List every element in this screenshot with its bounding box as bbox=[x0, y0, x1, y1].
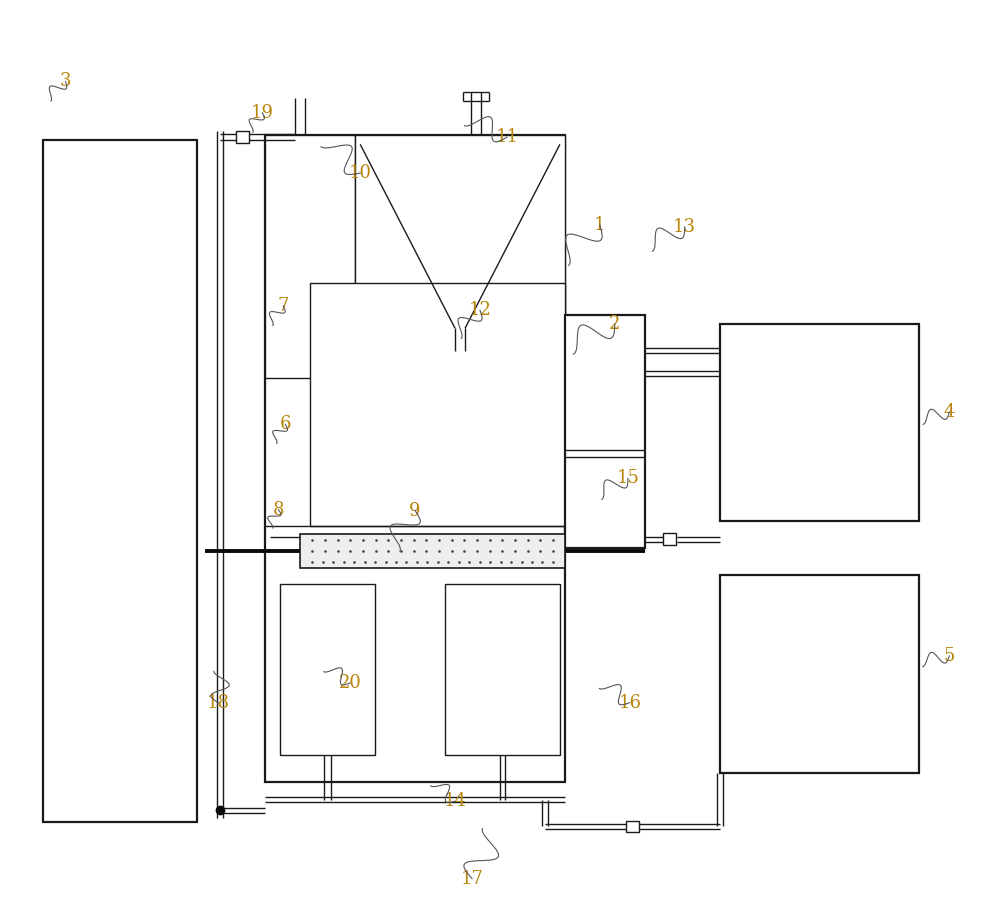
Text: 4: 4 bbox=[944, 403, 955, 421]
Text: 8: 8 bbox=[273, 501, 284, 519]
Bar bbox=[280, 584, 375, 754]
Text: 11: 11 bbox=[495, 129, 518, 147]
Bar bbox=[663, 533, 676, 545]
Text: 15: 15 bbox=[616, 469, 639, 487]
Text: 16: 16 bbox=[618, 694, 641, 712]
Text: 14: 14 bbox=[444, 792, 466, 810]
Text: 19: 19 bbox=[251, 104, 274, 122]
Text: 2: 2 bbox=[609, 315, 621, 333]
Bar bbox=[720, 575, 919, 772]
Text: 1: 1 bbox=[594, 216, 606, 234]
Text: 18: 18 bbox=[207, 694, 230, 712]
Bar bbox=[355, 136, 565, 378]
Bar bbox=[565, 315, 645, 548]
Bar bbox=[43, 140, 197, 822]
Bar bbox=[265, 136, 355, 378]
Text: 9: 9 bbox=[409, 502, 421, 520]
Bar bbox=[445, 584, 560, 754]
Text: 7: 7 bbox=[278, 297, 289, 315]
Bar bbox=[720, 324, 919, 521]
Text: 17: 17 bbox=[461, 869, 483, 887]
Text: 20: 20 bbox=[339, 674, 362, 692]
Text: 5: 5 bbox=[944, 647, 955, 665]
Text: 3: 3 bbox=[60, 73, 71, 91]
Text: 10: 10 bbox=[349, 164, 372, 182]
Bar bbox=[265, 136, 565, 781]
Text: 13: 13 bbox=[673, 218, 696, 236]
Bar bbox=[300, 534, 565, 568]
Bar bbox=[236, 131, 249, 143]
Text: 12: 12 bbox=[469, 301, 491, 319]
Text: 6: 6 bbox=[280, 415, 291, 433]
Bar bbox=[626, 821, 639, 832]
Bar bbox=[310, 283, 565, 526]
